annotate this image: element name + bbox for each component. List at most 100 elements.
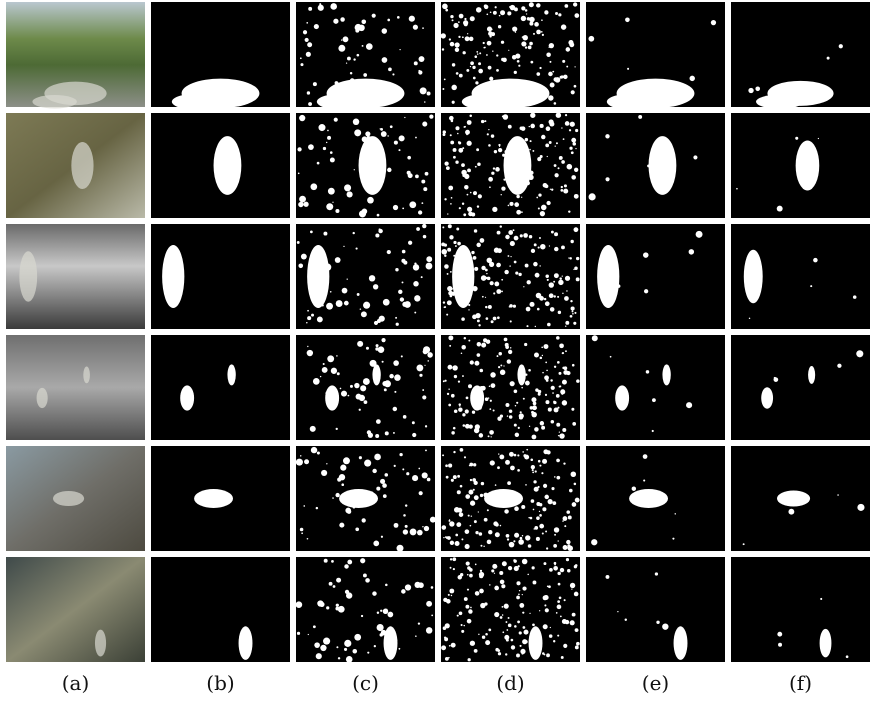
- noise: [300, 63, 303, 66]
- noise: [414, 61, 418, 65]
- noise: [513, 229, 515, 231]
- noise: [458, 141, 461, 144]
- noise: [467, 194, 469, 196]
- noise: [417, 530, 423, 536]
- noise: [354, 634, 361, 641]
- noise: [442, 226, 444, 228]
- noise: [562, 520, 563, 521]
- noise: [571, 408, 574, 411]
- noise: [562, 428, 566, 432]
- noise: [573, 2, 577, 6]
- noise: [523, 233, 528, 238]
- noise: [533, 262, 537, 266]
- noise: [575, 148, 576, 149]
- noise: [743, 543, 745, 545]
- noise: [338, 45, 345, 52]
- noise: [393, 432, 395, 434]
- noise: [356, 394, 362, 400]
- noise: [556, 112, 561, 117]
- noise: [652, 398, 656, 402]
- noise: [472, 66, 475, 69]
- noise: [501, 187, 505, 191]
- noise: [574, 483, 577, 486]
- noise: [526, 449, 528, 451]
- noise: [505, 345, 509, 349]
- noise: [317, 317, 323, 323]
- noise: [326, 463, 327, 464]
- noise: [448, 365, 453, 370]
- noise: [552, 501, 556, 505]
- noise: [392, 73, 394, 75]
- noise: [502, 116, 504, 118]
- noise: [360, 558, 365, 563]
- noise: [565, 121, 570, 126]
- noise: [523, 286, 524, 287]
- noise: [488, 66, 492, 70]
- foreground-blob: [214, 136, 242, 195]
- noise: [446, 599, 451, 604]
- foreground-blob: [180, 385, 194, 410]
- noise: [545, 608, 549, 612]
- noise: [497, 316, 500, 319]
- noise: [543, 595, 548, 600]
- noise: [538, 193, 541, 196]
- noise: [468, 609, 472, 613]
- noise: [449, 521, 454, 526]
- noise: [492, 207, 497, 212]
- column-label: (f): [789, 671, 812, 695]
- noise: [574, 85, 577, 88]
- noise: [519, 645, 521, 647]
- noise: [523, 454, 526, 457]
- noise: [509, 304, 513, 308]
- noise: [450, 203, 452, 205]
- noise: [381, 630, 387, 636]
- noise: [531, 412, 536, 417]
- noise: [540, 211, 545, 216]
- noise: [373, 541, 379, 547]
- noise: [344, 640, 351, 647]
- noise: [643, 454, 648, 459]
- noise: [689, 76, 694, 81]
- noise: [444, 637, 448, 641]
- noise: [453, 451, 455, 453]
- noise: [522, 612, 524, 614]
- noise: [491, 320, 494, 323]
- noise: [545, 301, 550, 306]
- noise: [488, 397, 489, 398]
- noise: [559, 158, 561, 160]
- noise: [354, 383, 359, 388]
- noise: [544, 654, 546, 656]
- noise: [499, 146, 500, 147]
- noise: [547, 156, 548, 157]
- noise: [413, 281, 418, 286]
- noise: [526, 181, 530, 185]
- noise: [385, 431, 389, 435]
- noise: [340, 465, 346, 471]
- noise: [306, 322, 307, 323]
- noise: [323, 363, 325, 365]
- noise: [480, 494, 483, 497]
- noise: [349, 503, 353, 507]
- noise: [557, 635, 559, 637]
- noise: [362, 136, 368, 142]
- noise: [536, 639, 540, 643]
- noise: [517, 60, 520, 63]
- noise: [518, 539, 524, 545]
- noise: [447, 248, 451, 252]
- noise: [514, 625, 517, 628]
- noise: [469, 490, 474, 495]
- noise: [489, 385, 491, 387]
- noise: [478, 62, 481, 65]
- noise: [539, 296, 544, 301]
- noise: [369, 275, 375, 281]
- noise: [467, 120, 472, 125]
- noise: [518, 65, 520, 67]
- noise: [521, 168, 523, 170]
- noise: [500, 225, 502, 227]
- noise: [477, 162, 481, 166]
- noise: [559, 277, 561, 279]
- noise: [457, 133, 459, 135]
- noise: [529, 613, 530, 614]
- noise: [605, 177, 609, 181]
- noise: [448, 657, 450, 659]
